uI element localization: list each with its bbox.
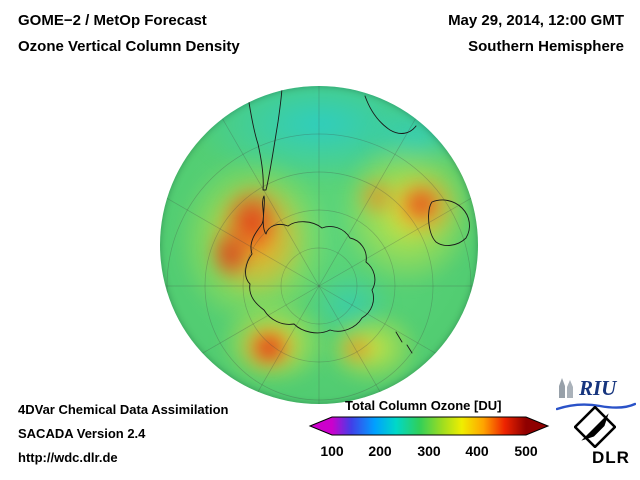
high-ozone-core-right <box>400 184 442 224</box>
coastline-australia <box>428 199 470 246</box>
product-title: GOME−2 / MetOp Forecast <box>18 12 207 29</box>
riu-logo: RIU <box>555 376 637 411</box>
colorbar-gradient-bar <box>308 416 550 436</box>
ozone-map-globe <box>160 86 478 404</box>
colorbar-tick-400: 400 <box>465 443 489 459</box>
high-ozone-spot-right-west <box>354 174 400 220</box>
riu-logo-text: RIU <box>579 376 617 400</box>
coastline-antarctica <box>245 195 376 334</box>
coastline-south-america <box>245 86 283 191</box>
hemisphere-label: Southern Hemisphere <box>468 38 624 55</box>
graticule-lines <box>160 86 478 404</box>
colorbar-tick-100: 100 <box>320 443 344 459</box>
dlr-emblem-icon <box>573 405 617 449</box>
colorbar: 100 200 300 400 500 <box>308 416 550 459</box>
colorbar-tick-200: 200 <box>368 443 392 459</box>
datetime-label: May 29, 2014, 12:00 GMT <box>448 12 624 29</box>
version-label: SACADA Version 2.4 <box>18 426 146 441</box>
colorbar-tick-500: 500 <box>514 443 538 459</box>
riu-cathedral-icon <box>559 378 573 398</box>
dlr-logo-text: DLR <box>592 448 630 467</box>
coastline-new-zealand <box>395 331 413 354</box>
coastline-africa <box>364 95 417 134</box>
high-ozone-core-left-lower <box>208 226 254 282</box>
riu-swoosh-icon <box>555 402 637 411</box>
assimilation-credit: 4DVar Chemical Data Assimilation <box>18 402 229 417</box>
high-ozone-core-bottom-left <box>250 330 288 366</box>
high-ozone-spot-bottom-center <box>336 330 378 368</box>
coastline-graticule-overlay <box>160 86 478 404</box>
colorbar-title: Total Column Ozone [DU] <box>345 398 502 413</box>
wdc-url: http://wdc.dlr.de <box>18 450 118 465</box>
colorbar-tick-300: 300 <box>417 443 441 459</box>
variable-title: Ozone Vertical Column Density <box>18 38 240 55</box>
dlr-logo: DLR <box>573 405 634 472</box>
